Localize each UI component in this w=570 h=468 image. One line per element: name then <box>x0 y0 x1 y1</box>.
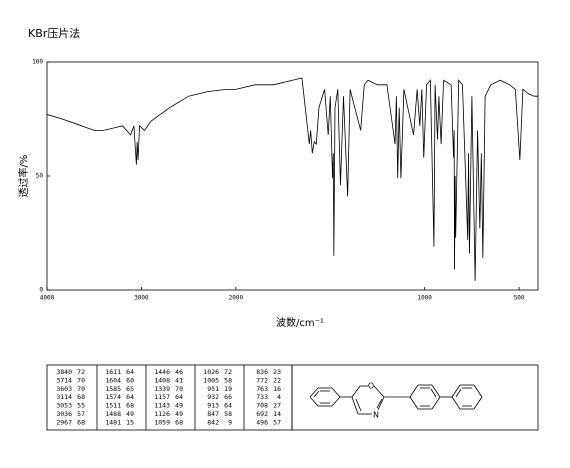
table-cell: 49 <box>175 410 183 418</box>
table-cell: 9 <box>228 418 232 426</box>
table-cell: 1005 <box>203 376 219 384</box>
table-cell: 64 <box>224 402 232 410</box>
table-cell: 60 <box>126 376 134 384</box>
table-cell: 22 <box>273 376 281 384</box>
table-cell: 19 <box>224 385 232 393</box>
table-cell: 70 <box>175 385 183 393</box>
table-cell: 951 <box>207 385 219 393</box>
table-cell: 1026 <box>203 368 219 376</box>
plot-frame <box>46 61 539 291</box>
y-tick-label: 100 <box>32 59 43 66</box>
x-tick-label: 500 <box>514 295 525 302</box>
table-cell: 41 <box>175 376 183 384</box>
table-cell: 842 <box>207 418 219 426</box>
spectrum-line <box>46 77 538 281</box>
table-cell: 64 <box>126 393 134 401</box>
table-cell: 46 <box>175 368 183 376</box>
table-cell: 3053 <box>56 402 72 410</box>
table-cell: 70 <box>77 376 85 384</box>
table-cell: 57 <box>77 410 85 418</box>
table-cell: 58 <box>224 410 232 418</box>
x-tick-label: 3000 <box>134 295 149 302</box>
table-cell: 72 <box>77 368 85 376</box>
chart-title: KBr压片法 <box>28 26 80 40</box>
table-cell: 1481 <box>105 418 121 426</box>
table-cell: 733 <box>256 393 268 401</box>
table-cell: 1488 <box>105 410 121 418</box>
table-cell: 2967 <box>56 418 72 426</box>
table-cell: 4 <box>277 393 281 401</box>
table-cell: 763 <box>256 385 268 393</box>
x-axis-label: 波数/cm⁻¹ <box>276 316 324 329</box>
table-cell: 15 <box>126 418 134 426</box>
table-cell: 1511 <box>105 402 121 410</box>
table-cell: 23 <box>273 368 281 376</box>
table-cell: 1408 <box>154 376 170 384</box>
x-tick-label: 4000 <box>40 295 55 302</box>
structure-frame <box>291 364 539 431</box>
table-cell: 55 <box>77 402 85 410</box>
table-cell: 3840 <box>56 368 72 376</box>
table-cell: 3114 <box>56 393 72 401</box>
table-cell: 68 <box>175 418 183 426</box>
table-cell: 3714 <box>56 376 72 384</box>
table-cell: 1157 <box>154 393 170 401</box>
table-cell: 1611 <box>105 368 121 376</box>
table-cell: 772 <box>256 376 268 384</box>
table-cell: 65 <box>126 385 134 393</box>
table-cell: 27 <box>273 402 281 410</box>
table-cell: 1339 <box>154 385 170 393</box>
table-cell: 72 <box>224 368 232 376</box>
table-cell: 847 <box>207 410 219 418</box>
table-cell: 3603 <box>56 385 72 393</box>
table-cell: 16 <box>273 385 281 393</box>
table-cell: 49 <box>175 402 183 410</box>
table-cell: 1059 <box>154 418 170 426</box>
table-cell: 68 <box>126 402 134 410</box>
table-cell: 1574 <box>105 393 121 401</box>
table-cell: 1143 <box>154 402 170 410</box>
table-cell: 836 <box>256 368 268 376</box>
y-tick-label: 50 <box>36 173 44 180</box>
table-cell: 58 <box>224 376 232 384</box>
y-axis-label: 透过率/% <box>17 155 30 198</box>
table-cell: 932 <box>207 393 219 401</box>
table-cell: 64 <box>126 368 134 376</box>
atom-label: O <box>368 382 374 391</box>
x-tick-label: 1000 <box>417 295 432 302</box>
table-cell: 1126 <box>154 410 170 418</box>
table-cell: 1446 <box>154 368 170 376</box>
table-cell: 496 <box>256 418 268 426</box>
table-cell: 70 <box>77 385 85 393</box>
table-cell: 49 <box>126 410 134 418</box>
table-cell: 708 <box>256 402 268 410</box>
structure <box>309 384 483 415</box>
table-cell: 68 <box>77 393 85 401</box>
table-cell: 3036 <box>56 410 72 418</box>
table-cell: 66 <box>224 393 232 401</box>
atom-label: N <box>373 411 379 420</box>
y-tick-label: 0 <box>39 287 43 294</box>
table-cell: 14 <box>273 410 281 418</box>
table-cell: 692 <box>256 410 268 418</box>
table-cell: 1604 <box>105 376 121 384</box>
table-cell: 1585 <box>105 385 121 393</box>
x-tick-label: 2000 <box>229 295 244 302</box>
table-cell: 57 <box>273 418 281 426</box>
table-cell: 64 <box>175 393 183 401</box>
table-cell: 913 <box>207 402 219 410</box>
table-cell: 68 <box>77 418 85 426</box>
